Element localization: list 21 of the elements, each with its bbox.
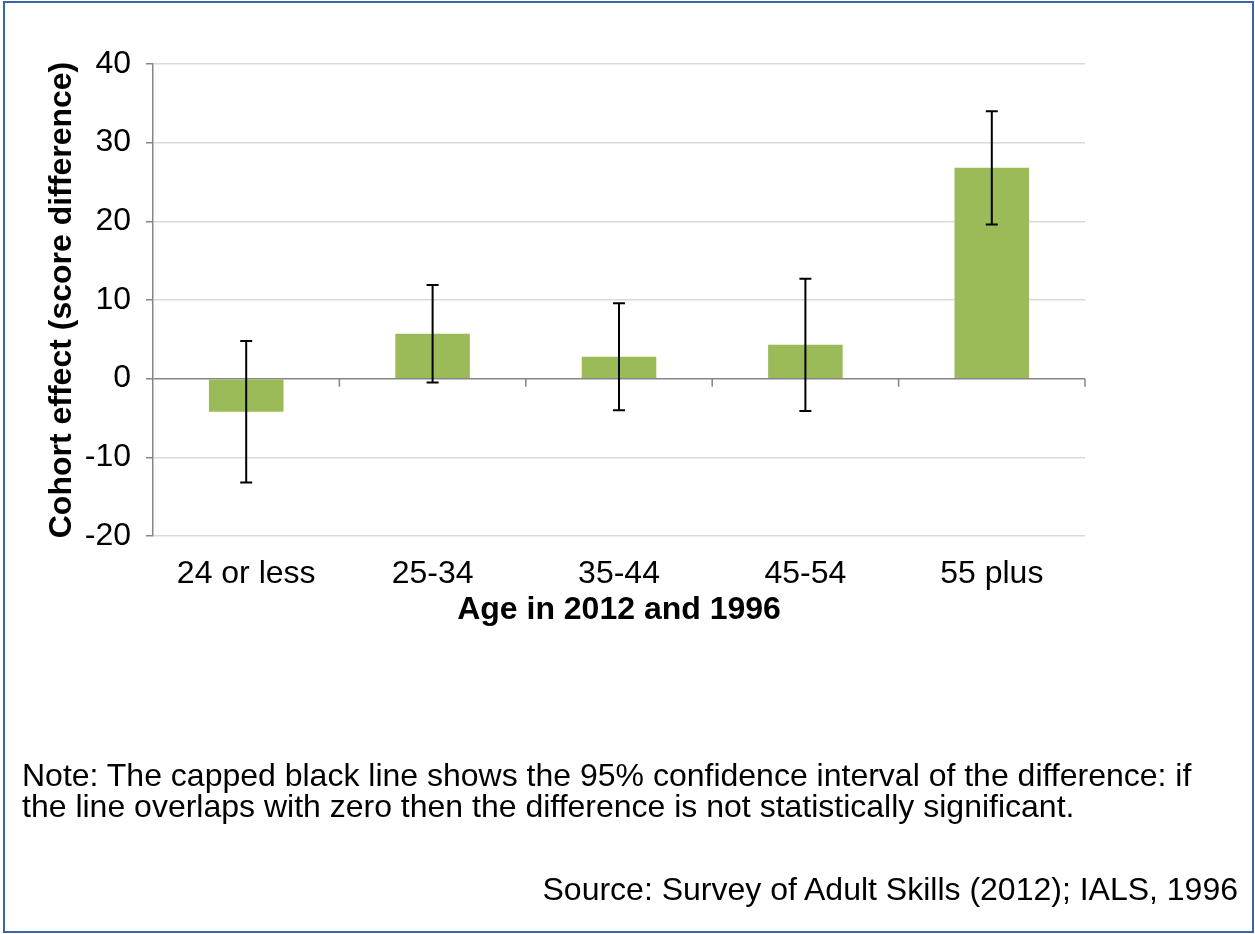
bar: [208, 379, 284, 412]
y-tick-label: 30: [95, 122, 131, 159]
x-tick-label: 24 or less: [176, 554, 316, 591]
text: Note: The capped black line shows the 95% confidence interval of the difference: if the line overlaps with zero then the difference is not statistically significant.: [22, 757, 1193, 824]
x-tick-label: 55 plus: [940, 554, 1044, 591]
bar: [581, 356, 657, 378]
y-tick-label: 40: [95, 43, 131, 80]
bar: [768, 344, 843, 378]
x-tick-label: 35-44: [578, 554, 660, 591]
y-tick-label: -10: [84, 437, 131, 474]
x-axis-title: Age in 2012 and 1996: [457, 589, 781, 626]
y-tick-label: -20: [84, 515, 131, 552]
x-tick-label: 25-34: [391, 554, 474, 591]
y-tick-label: 20: [95, 201, 131, 238]
source-note: Source: Survey of Adult Skills (2012); IALS, 1996: [542, 871, 1238, 907]
y-tick-label: 10: [95, 279, 131, 316]
y-axis-title: Cohort effect (score difference): [42, 61, 79, 539]
bar: [395, 333, 470, 378]
x-tick-label: 45-54: [764, 554, 847, 591]
y-tick-label: 0: [113, 358, 131, 395]
bar: [954, 167, 1030, 378]
